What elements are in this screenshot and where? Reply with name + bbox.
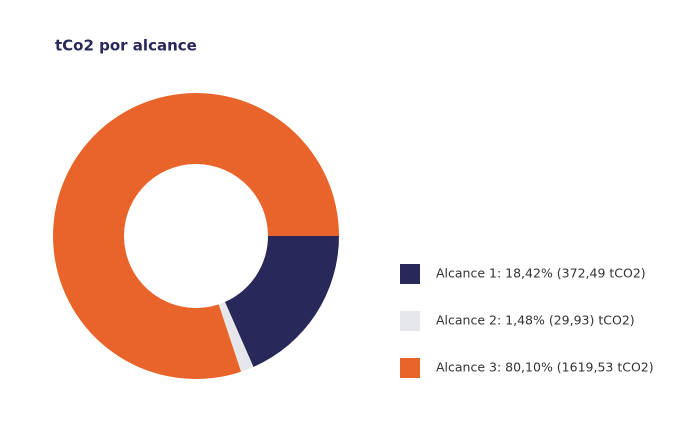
legend-label: Alcance 1: 18,42% (372,49 tCO2) <box>436 266 646 281</box>
legend-swatch <box>400 358 420 378</box>
legend-swatch <box>400 264 420 284</box>
donut-segment <box>218 301 254 372</box>
legend-label: Alcance 2: 1,48% (29,93) tCO2) <box>436 313 635 328</box>
chart-title: tCo2 por alcance <box>55 37 197 55</box>
donut-segment <box>224 236 339 367</box>
donut-segment <box>52 92 339 379</box>
legend-label: Alcance 3: 80,10% (1619,53 tCO2) <box>436 360 654 375</box>
legend-swatch <box>400 311 420 331</box>
